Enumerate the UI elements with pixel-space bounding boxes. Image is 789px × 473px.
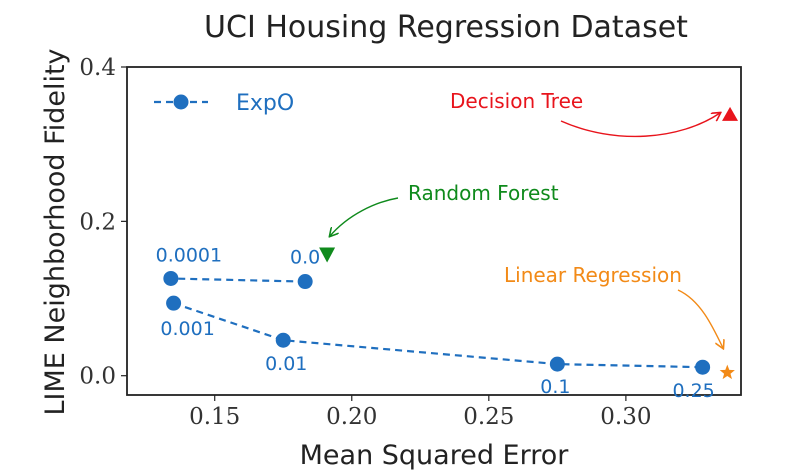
point-label-0-0001: 0.0001: [156, 244, 222, 266]
legend: ExpO: [154, 91, 294, 116]
series-line-segment: [173, 302, 703, 369]
data-point-0-0001: [163, 270, 179, 286]
arrow-decision-tree: [560, 113, 720, 138]
x-tick-label: 0.25: [463, 404, 514, 430]
data-point-0-001: [166, 295, 182, 311]
annotation-linear-regression: Linear Regression: [504, 263, 682, 287]
x-tick-label: 0.30: [600, 404, 651, 430]
point-label-0-1: 0.1: [540, 376, 570, 398]
baseline-models: [319, 106, 739, 380]
arrow-linear-regression: [677, 289, 723, 348]
data-point-0-01: [275, 332, 291, 348]
point-label-0-25: 0.25: [672, 380, 714, 402]
x-tick-label: 0.15: [189, 404, 240, 430]
point-label-0-001: 0.001: [160, 318, 214, 340]
data-point-0-1: [549, 356, 565, 372]
y-axis-label: LIME Neighborhood Fidelity: [40, 48, 71, 415]
legend-label-expo: ExpO: [236, 91, 294, 116]
x-axis-ticks: 0.15 0.20 0.25 0.30: [189, 395, 651, 430]
annotation-random-forest: Random Forest: [408, 181, 559, 205]
marker-linear-regression: [719, 364, 735, 380]
y-tick-label: 0.0: [79, 364, 116, 390]
x-tick-label: 0.20: [326, 404, 377, 430]
annotations: Decision Tree Random Forest Linear Regre…: [330, 89, 723, 348]
arrow-random-forest: [330, 197, 399, 236]
series-expo: 0.0 0.0001 0.001 0.01 0.1 0.25: [156, 244, 715, 402]
legend-marker-expo: [173, 94, 189, 110]
y-tick-label: 0.2: [79, 209, 116, 235]
y-tick-label: 0.4: [79, 55, 116, 81]
y-axis-ticks: 0.0 0.2 0.4: [79, 55, 127, 390]
point-label-0-0: 0.0: [290, 247, 320, 269]
data-point-0-25: [695, 359, 711, 375]
data-point-0-0: [297, 274, 313, 290]
chart-title: UCI Housing Regression Dataset: [204, 10, 688, 45]
x-axis-label: Mean Squared Error: [300, 440, 570, 471]
marker-random-forest: [319, 247, 336, 263]
annotation-decision-tree: Decision Tree: [450, 89, 583, 113]
series-line-segment: [170, 277, 306, 283]
plot-frame: [126, 66, 742, 396]
marker-decision-tree: [722, 106, 739, 121]
point-label-0-01: 0.01: [265, 353, 307, 375]
